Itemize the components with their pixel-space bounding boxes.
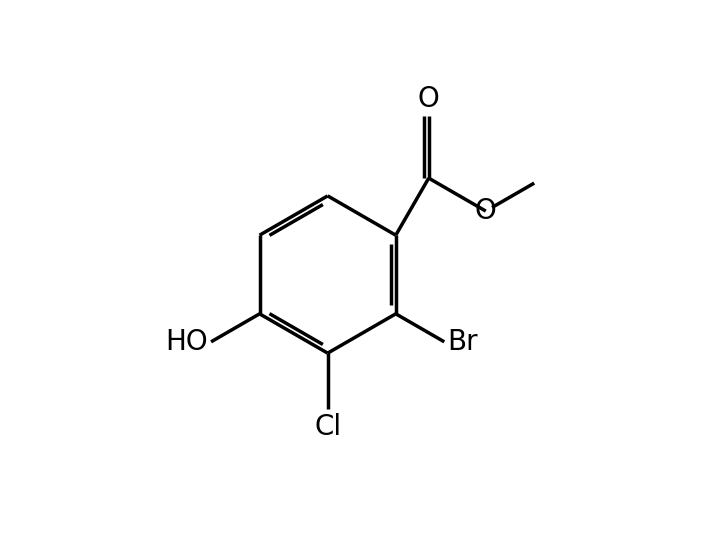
Text: Cl: Cl (314, 412, 341, 440)
Text: O: O (475, 197, 497, 225)
Text: HO: HO (165, 328, 208, 356)
Text: Br: Br (448, 328, 478, 356)
Text: O: O (418, 86, 440, 113)
